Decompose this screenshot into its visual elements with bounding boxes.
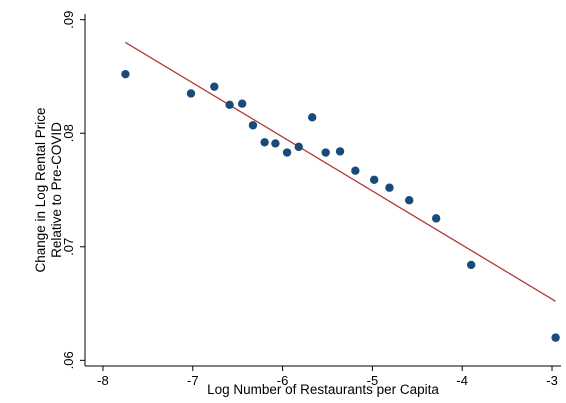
data-point bbox=[321, 148, 330, 157]
data-point bbox=[551, 333, 560, 342]
y-axis-title-line-2: Relative to Pre-COVID bbox=[49, 122, 64, 258]
data-point bbox=[308, 113, 317, 122]
x-tick-label: -4 bbox=[456, 373, 468, 388]
data-point bbox=[186, 89, 196, 98]
x-tick-label: -5 bbox=[367, 373, 379, 388]
y-tick-label: .06 bbox=[61, 351, 76, 369]
x-axis-ticks: -8 -7 -6 -5 -4 -3 bbox=[97, 366, 558, 388]
data-point bbox=[294, 142, 303, 152]
x-tick-label: -3 bbox=[546, 373, 558, 388]
data-point bbox=[466, 260, 476, 270]
data-point bbox=[369, 175, 379, 184]
series-layer bbox=[121, 41, 560, 342]
data-point bbox=[225, 100, 234, 110]
plot-frame bbox=[85, 14, 561, 366]
data-point bbox=[271, 139, 280, 148]
y-tick-label: .09 bbox=[61, 11, 76, 29]
data-point bbox=[210, 82, 219, 91]
data-point bbox=[248, 121, 258, 130]
data-point bbox=[260, 138, 269, 147]
data-point bbox=[282, 148, 292, 157]
x-tick-label: -6 bbox=[277, 373, 289, 388]
x-axis-title: Log Number of Restaurants per Capita bbox=[207, 382, 439, 397]
data-point bbox=[351, 166, 360, 175]
x-tick-label: -7 bbox=[187, 373, 199, 388]
y-tick-label: .08 bbox=[61, 124, 76, 142]
x-tick-label: -8 bbox=[97, 373, 109, 388]
data-point bbox=[121, 69, 130, 79]
fitted-line bbox=[125, 41, 556, 302]
data-point bbox=[237, 99, 247, 108]
y-axis-ticks: .06 .07 .08 .09 bbox=[61, 11, 85, 369]
data-point bbox=[385, 183, 394, 192]
data-point bbox=[431, 214, 441, 223]
y-tick-label: .07 bbox=[61, 238, 76, 256]
data-point bbox=[335, 147, 345, 156]
data-point bbox=[405, 196, 414, 205]
y-axis-title-line-1: Change in Log Rental Price bbox=[33, 107, 48, 272]
